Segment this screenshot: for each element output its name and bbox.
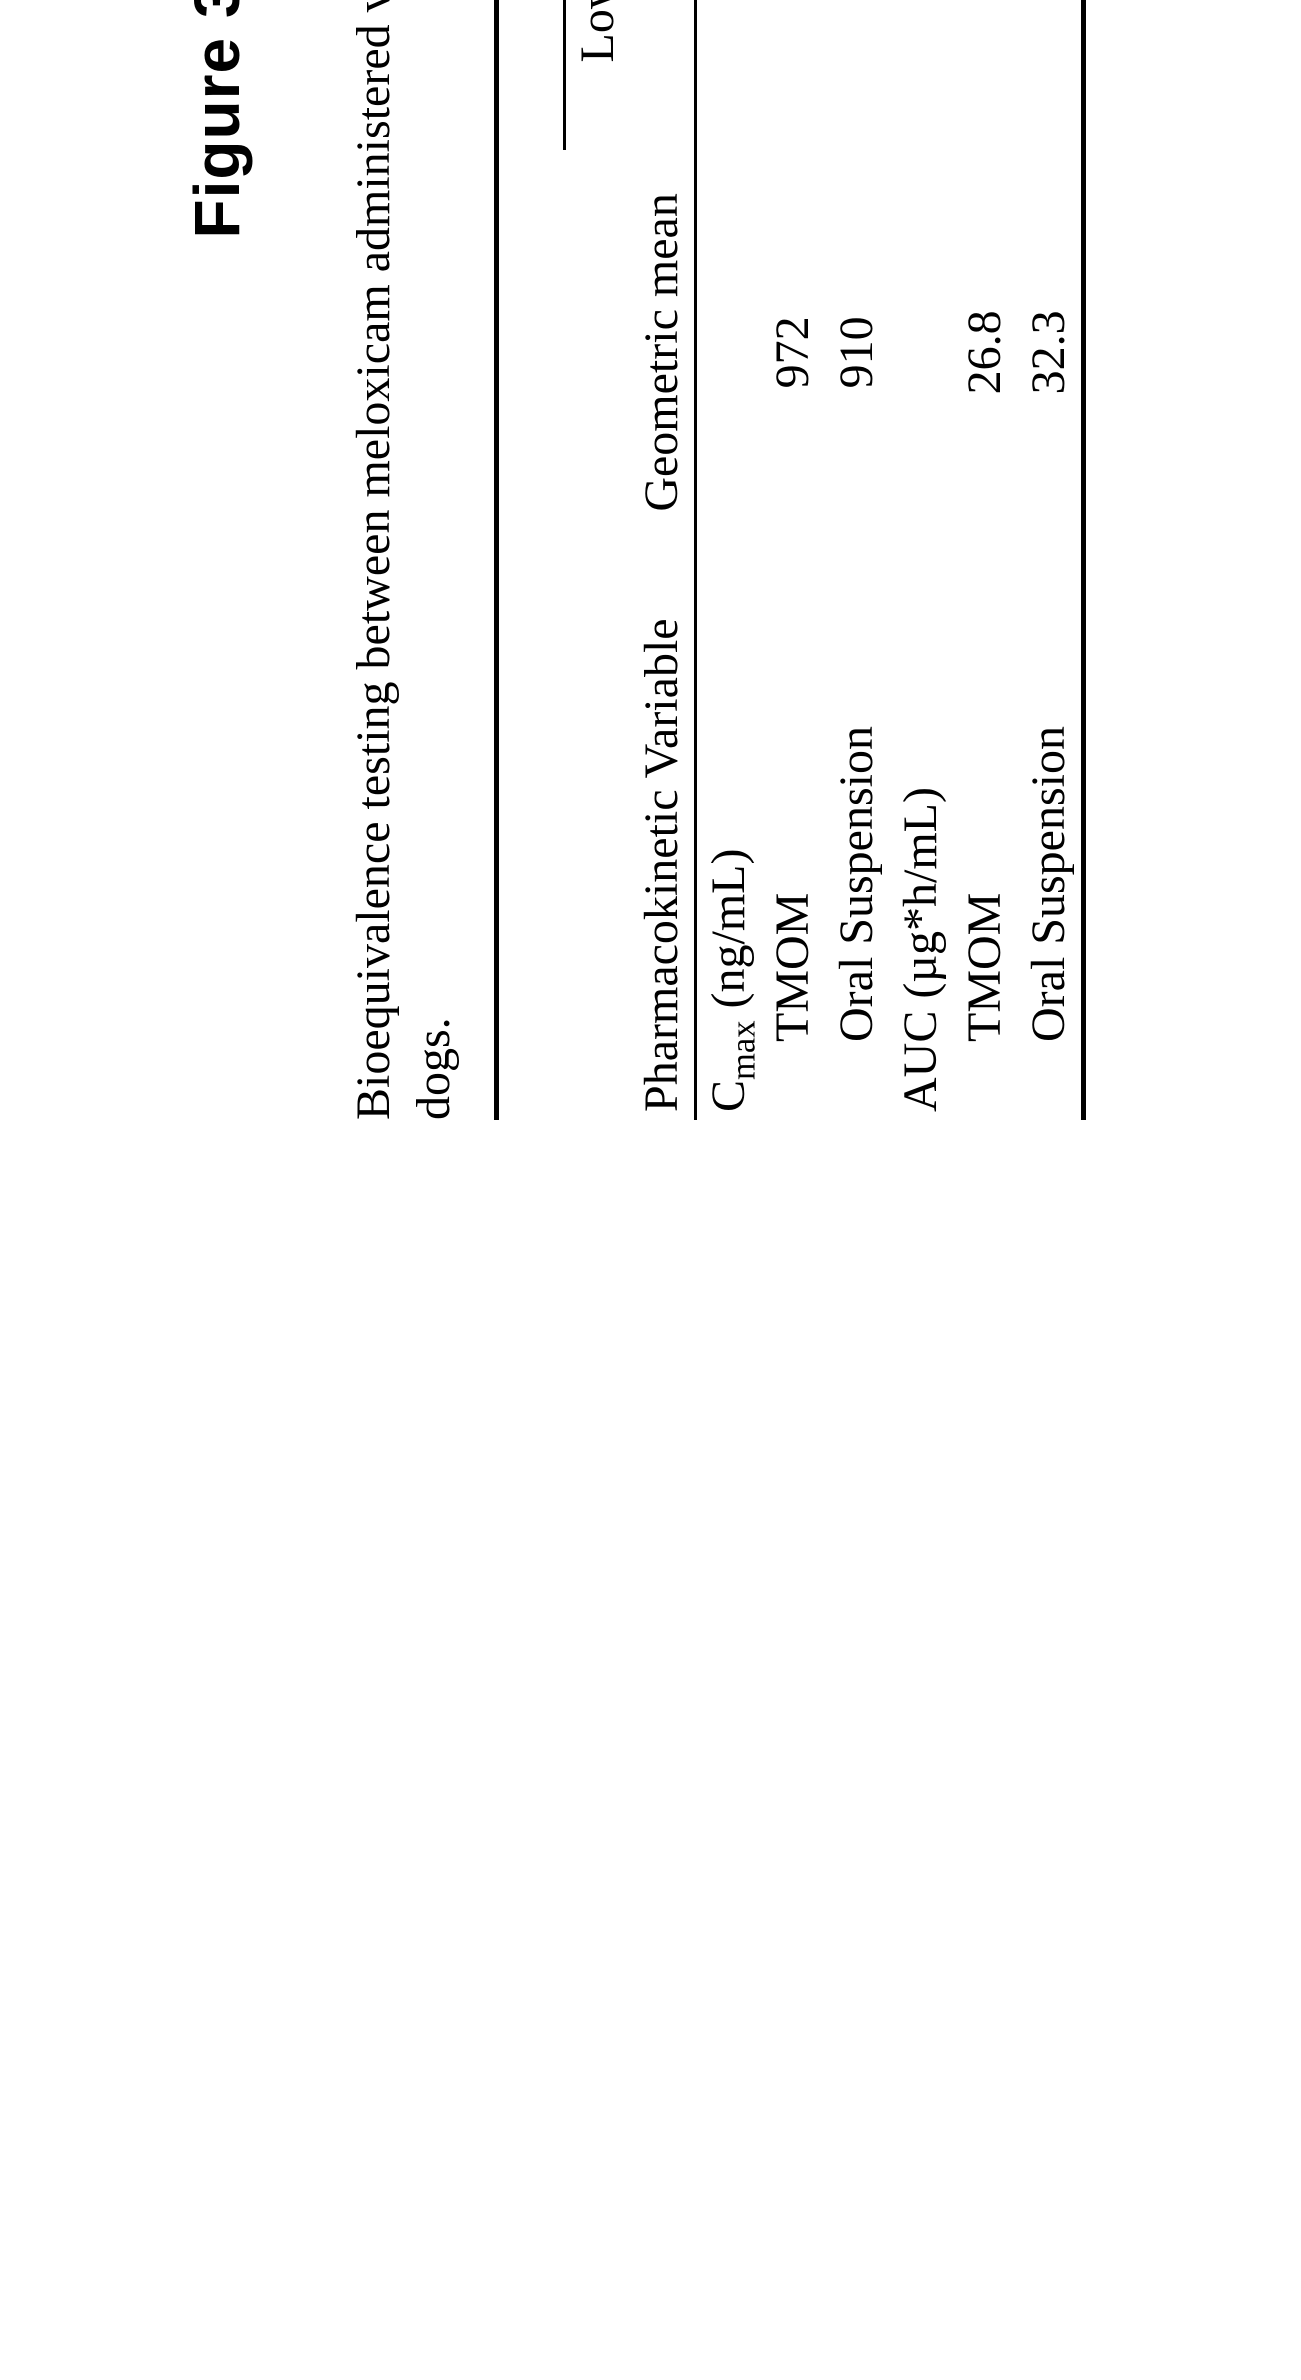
row-name: Oral Suspension [830, 726, 883, 1112]
row-gm: 32.3 [1017, 150, 1084, 554]
group-label: AUC (µg*h/mL) [889, 0, 953, 1120]
header-pk-variable: Pharmacokinetic Variable [630, 554, 696, 1120]
header-geometric-mean: Geometric mean [630, 150, 696, 554]
bioequivalence-table: 90 % Confidence Interval Lower Bound (%)… [494, 0, 1086, 1120]
figure-label: Figure 3 [180, 0, 254, 1120]
header-lower-bound: Lower Bound (%) [565, 0, 631, 150]
row-lb: -29.5 [1017, 0, 1084, 150]
row-gm: 26.8 [953, 150, 1017, 554]
row-lb [953, 0, 1017, 150]
table-row: Oral Suspension 32.3 -29.5 -2.0 [1017, 0, 1084, 1120]
row-lb [761, 0, 825, 150]
group-label: Cmax (ng/mL) [696, 0, 762, 1120]
row-name: TMOM [766, 893, 819, 1112]
table-row: Oral Suspension 910 -19.4 41.6 [825, 0, 889, 1120]
caption: Bioequivalence testing between meloxicam… [344, 0, 464, 1120]
row-name: TMOM [958, 893, 1011, 1112]
row-gm: 972 [761, 150, 825, 554]
row-gm: 910 [825, 150, 889, 554]
table-row: TMOM 26.8 [953, 0, 1017, 1120]
table-row: TMOM 972 [761, 0, 825, 1120]
header-ci-span: 90 % Confidence Interval [497, 0, 565, 150]
row-lb: -19.4 [825, 0, 889, 150]
row-name: Oral Suspension [1022, 726, 1075, 1112]
